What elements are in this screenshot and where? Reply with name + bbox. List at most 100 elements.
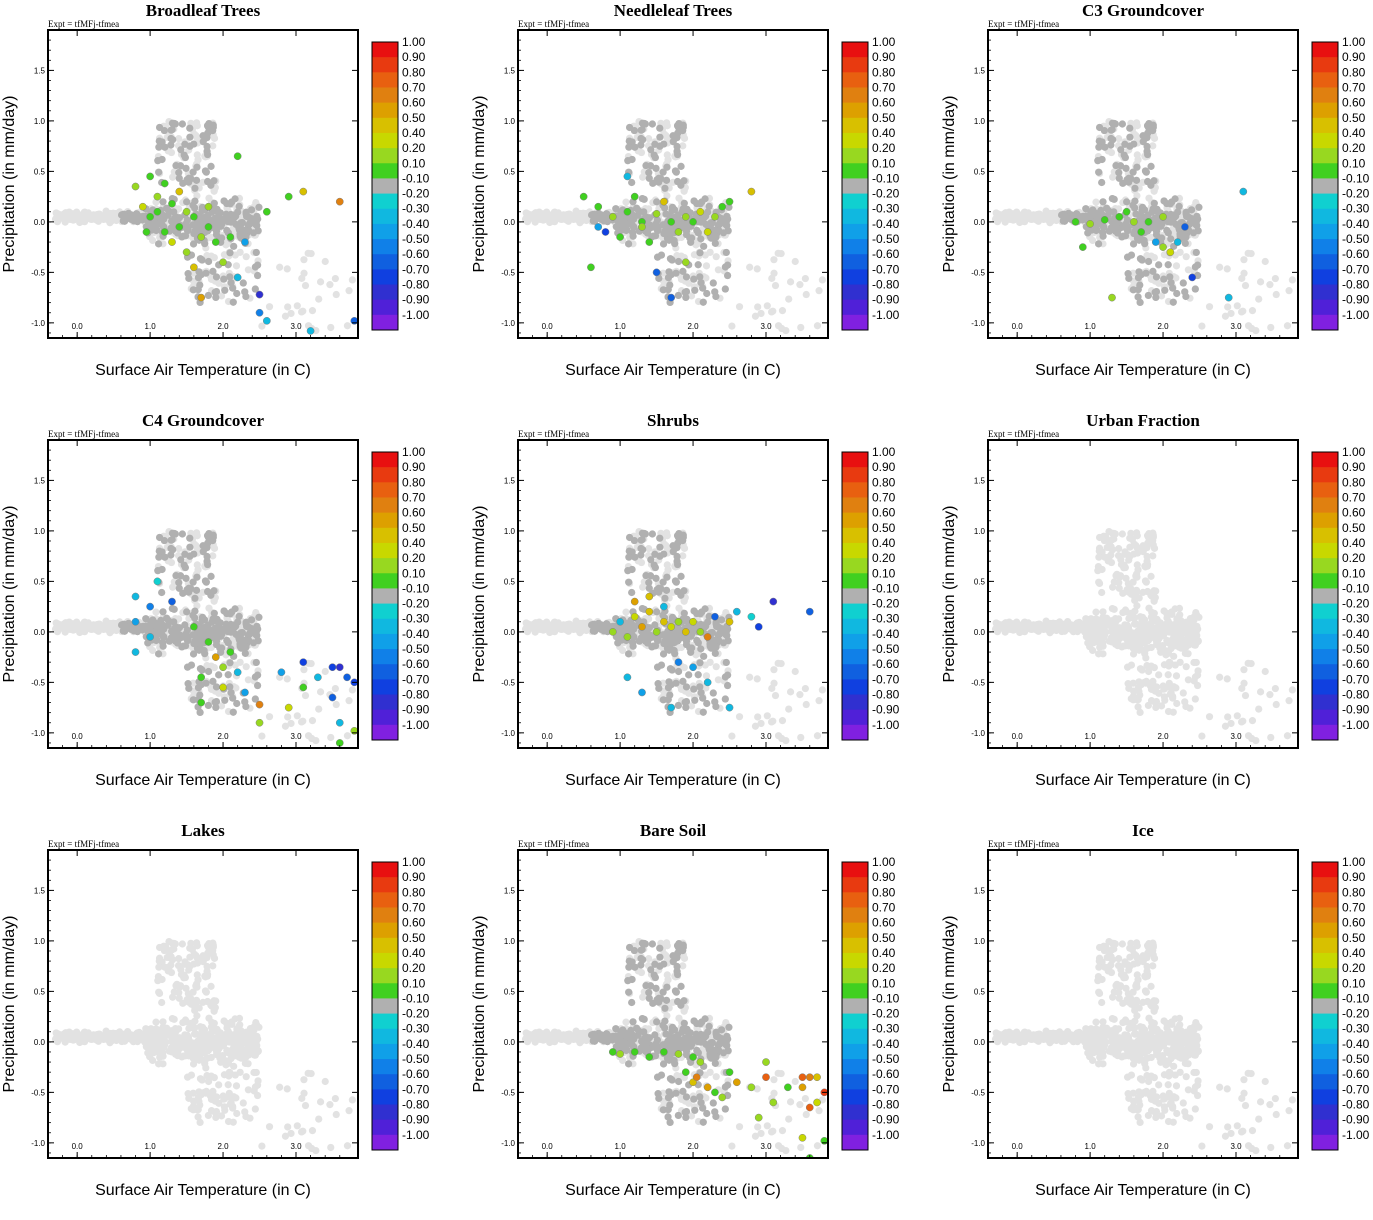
neutral-point xyxy=(222,620,230,628)
background-point xyxy=(207,662,215,670)
neutral-point xyxy=(1112,161,1120,170)
background-point xyxy=(1221,312,1230,320)
background-point xyxy=(1223,265,1231,273)
background-point xyxy=(763,302,771,310)
neutral-point xyxy=(1110,195,1118,203)
background-point xyxy=(331,274,339,283)
data-point xyxy=(1137,228,1146,236)
neutral-point xyxy=(223,226,231,235)
data-point xyxy=(1181,223,1189,231)
background-point xyxy=(622,198,630,206)
x-tick-label: 2.0 xyxy=(217,322,229,331)
background-point xyxy=(300,269,308,277)
neutral-point xyxy=(168,125,176,134)
neutral-point xyxy=(202,269,210,277)
neutral-point xyxy=(638,125,646,134)
background-point xyxy=(1224,303,1232,311)
background-point xyxy=(797,323,805,332)
colorbar-label: -0.90 xyxy=(402,293,430,307)
background-point xyxy=(712,253,720,261)
y-tick-label: 1.5 xyxy=(974,66,986,75)
neutral-point xyxy=(593,213,602,221)
background-point xyxy=(193,532,201,540)
neutral-point xyxy=(167,141,175,149)
background-point xyxy=(548,216,556,224)
panel-title: Needleleaf Trees xyxy=(614,1,733,20)
background-point xyxy=(209,552,217,560)
data-point xyxy=(153,192,162,201)
data-point xyxy=(587,263,595,272)
neutral-point xyxy=(721,285,729,293)
neutral-point xyxy=(1132,176,1141,184)
neutral-point xyxy=(1163,226,1171,235)
colorbar-swatch xyxy=(1312,102,1338,119)
colorbar-label: -0.90 xyxy=(1342,293,1370,307)
background-point xyxy=(1244,249,1252,257)
colorbar-label: -0.60 xyxy=(1342,247,1370,261)
neutral-point xyxy=(682,273,691,281)
neutral-point xyxy=(625,137,633,145)
neutral-point xyxy=(1164,261,1172,269)
neutral-point xyxy=(664,286,672,294)
neutral-point xyxy=(132,211,140,219)
plot-frame xyxy=(517,29,829,339)
neutral-point xyxy=(1144,211,1152,220)
neutral-point xyxy=(1167,279,1175,287)
background-point xyxy=(308,717,317,725)
neutral-point xyxy=(172,161,180,170)
background-point xyxy=(1216,263,1224,271)
background-point xyxy=(1172,274,1180,282)
neutral-point xyxy=(189,650,198,658)
background-point xyxy=(639,173,647,181)
background-point xyxy=(244,266,252,274)
colorbar-swatch xyxy=(842,239,868,255)
background-point xyxy=(1092,198,1100,206)
colorbar-label: 1.00 xyxy=(402,35,426,49)
neutral-point xyxy=(155,168,163,176)
data-point xyxy=(623,207,632,216)
neutral-point xyxy=(671,240,679,248)
colorbar-label: 0.40 xyxy=(402,126,426,140)
neutral-point xyxy=(233,289,241,298)
data-point xyxy=(241,238,249,246)
neutral-point xyxy=(697,279,705,287)
background-point xyxy=(242,253,250,261)
colorbar-label: 0.90 xyxy=(1342,50,1366,64)
neutral-point xyxy=(1108,119,1116,127)
neutral-point xyxy=(673,142,681,151)
neutral-point xyxy=(1118,120,1126,128)
neutral-point xyxy=(662,176,671,184)
neutral-point xyxy=(680,177,688,185)
colorbar-label: -0.70 xyxy=(402,262,430,276)
data-point xyxy=(182,207,191,216)
neutral-point xyxy=(1089,206,1097,214)
y-tick-label: 1.0 xyxy=(504,117,516,126)
data-point xyxy=(725,197,734,206)
colorbar-swatch xyxy=(372,239,398,255)
background-point xyxy=(782,326,790,335)
neutral-point xyxy=(123,623,132,631)
background-point xyxy=(345,287,353,295)
neutral-point xyxy=(1179,279,1187,287)
neutral-point xyxy=(220,275,228,283)
neutral-point xyxy=(204,150,212,159)
neutral-point xyxy=(183,608,191,616)
neutral-point xyxy=(202,168,210,176)
neutral-point xyxy=(189,201,197,209)
neutral-point xyxy=(722,248,730,257)
colorbar-label: 0.10 xyxy=(402,156,426,170)
background-point xyxy=(327,323,335,332)
colorbar-swatch xyxy=(842,87,868,104)
data-point xyxy=(711,212,719,221)
background-point xyxy=(1182,253,1190,261)
neutral-point xyxy=(700,214,708,222)
data-point xyxy=(660,197,668,206)
neutral-point xyxy=(158,620,166,628)
colorbar-label: -0.40 xyxy=(1342,217,1370,231)
colorbar-label: 0.10 xyxy=(1342,156,1366,170)
data-point xyxy=(1071,218,1080,226)
background-point xyxy=(1256,278,1265,286)
neutral-point xyxy=(196,255,205,263)
neutral-point xyxy=(252,248,260,257)
